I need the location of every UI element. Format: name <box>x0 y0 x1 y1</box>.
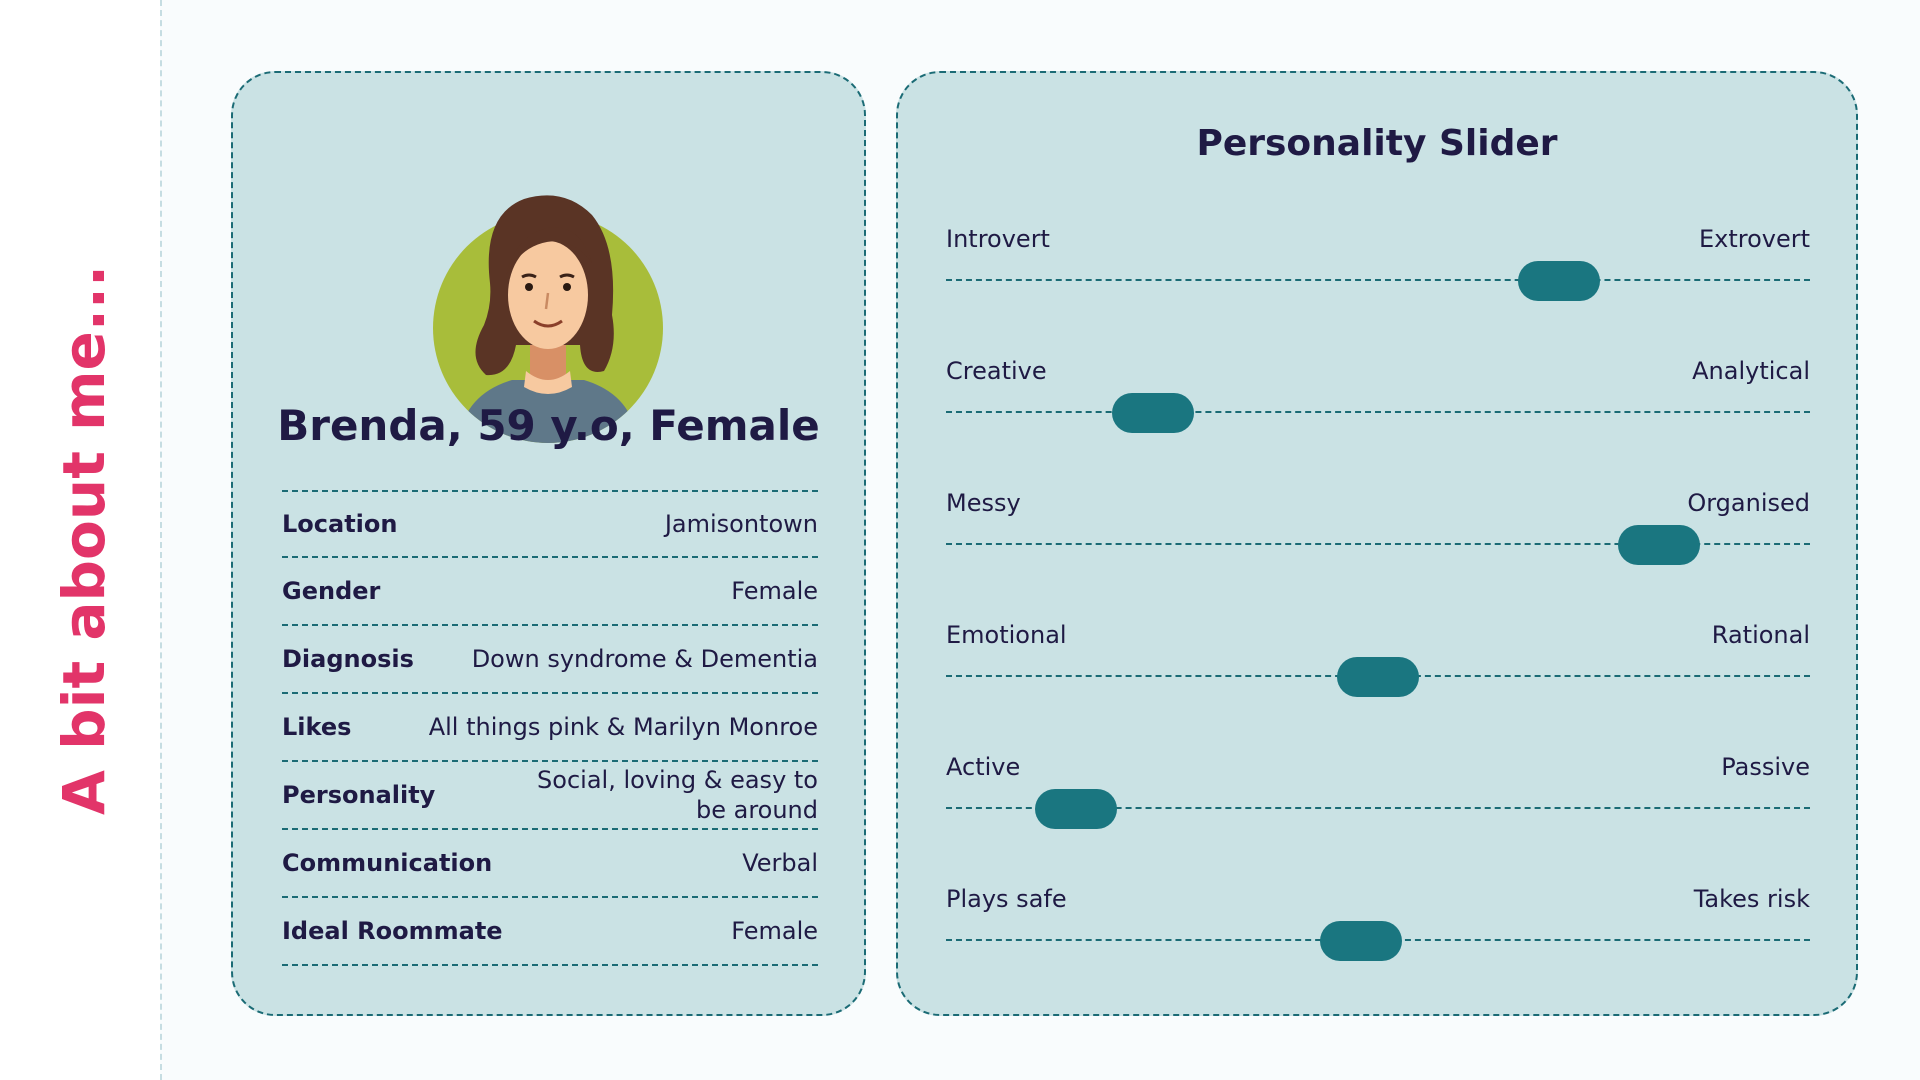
info-value: Down syndrome & Dementia <box>471 645 818 673</box>
info-label: Location <box>282 510 398 538</box>
slider-right-label: Analytical <box>1692 357 1810 385</box>
info-row-gender: Gender Female <box>282 558 818 626</box>
slider-right-label: Extrovert <box>1698 225 1810 253</box>
slider-track[interactable] <box>946 279 1810 281</box>
slider-track[interactable] <box>946 807 1810 809</box>
info-table: Location Jamisontown Gender Female Diagn… <box>282 490 818 966</box>
info-label: Communication <box>282 849 493 877</box>
info-label: Gender <box>282 577 381 605</box>
info-label: Diagnosis <box>282 645 414 673</box>
side-title: A bit about me... <box>50 265 118 815</box>
info-value: Female <box>731 577 818 605</box>
profile-card: Brenda, 59 y.o, Female Location Jamisont… <box>231 71 866 1016</box>
slider-left-label: Emotional <box>946 621 1067 649</box>
profile-name: Brenda, 59 y.o, Female <box>277 401 820 450</box>
info-value: Verbal <box>742 849 818 877</box>
info-value: Female <box>731 917 818 945</box>
info-label: Ideal Roommate <box>282 917 503 945</box>
personality-slider-card: Personality Slider Introvert Extrovert C… <box>896 71 1858 1016</box>
slider-emotional-rational: Emotional Rational <box>946 621 1810 711</box>
info-value: All things pink & Marilyn Monroe <box>428 713 818 741</box>
info-row-ideal-roommate: Ideal Roommate Female <box>282 898 818 966</box>
info-row-diagnosis: Diagnosis Down syndrome & Dementia <box>282 626 818 694</box>
info-value: Jamisontown <box>664 510 818 538</box>
slider-creative-analytical: Creative Analytical <box>946 357 1810 447</box>
slider-right-label: Rational <box>1711 621 1810 649</box>
slider-thumb[interactable] <box>1337 657 1419 697</box>
slider-thumb[interactable] <box>1518 261 1601 301</box>
info-row-location: Location Jamisontown <box>282 490 818 558</box>
slider-left-label: Creative <box>946 357 1047 385</box>
slider-thumb[interactable] <box>1112 393 1195 433</box>
slider-left-label: Messy <box>946 489 1021 517</box>
info-row-likes: Likes All things pink & Marilyn Monroe <box>282 694 818 762</box>
info-row-communication: Communication Verbal <box>282 830 818 898</box>
info-label: Likes <box>282 713 352 741</box>
slider-right-label: Takes risk <box>1693 885 1810 913</box>
slider-thumb[interactable] <box>1617 525 1700 565</box>
slider-left-label: Active <box>946 753 1021 781</box>
slider-track[interactable] <box>946 411 1810 413</box>
side-strip <box>0 0 160 1080</box>
info-row-personality: Personality Social, loving & easy to be … <box>282 762 818 830</box>
slider-right-label: Organised <box>1687 489 1810 517</box>
slider-track[interactable] <box>946 543 1810 545</box>
slider-right-label: Passive <box>1721 753 1810 781</box>
slider-introvert-extrovert: Introvert Extrovert <box>946 225 1810 315</box>
slider-left-label: Introvert <box>946 225 1050 253</box>
slider-active-passive: Active Passive <box>946 753 1810 843</box>
info-label: Personality <box>282 781 436 809</box>
slider-left-label: Plays safe <box>946 885 1067 913</box>
info-value: Social, loving & easy to be around <box>537 766 818 824</box>
slider-messy-organised: Messy Organised <box>946 489 1810 579</box>
personality-slider-title: Personality Slider <box>1196 123 1558 164</box>
slider-thumb[interactable] <box>1319 921 1402 961</box>
slider-playssafe-takesrisk: Plays safe Takes risk <box>946 885 1810 975</box>
woman-avatar-icon <box>432 125 664 445</box>
slider-thumb[interactable] <box>1034 789 1117 829</box>
